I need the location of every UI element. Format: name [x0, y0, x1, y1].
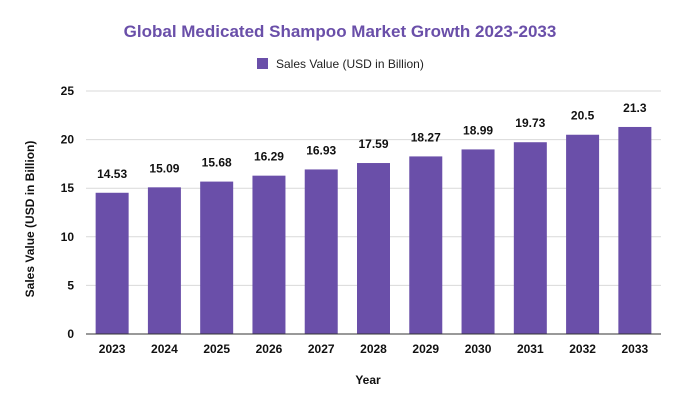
y-tick-label: 5 — [67, 278, 74, 292]
x-tick-label-2033: 2033 — [622, 342, 649, 356]
data-label-2023: 14.53 — [97, 167, 127, 181]
data-label-2032: 20.5 — [571, 109, 595, 123]
x-tick-label-2031: 2031 — [517, 342, 544, 356]
x-tick-label-2023: 2023 — [99, 342, 126, 356]
bar-2028 — [357, 163, 390, 334]
bar-2033 — [618, 126, 652, 335]
bar-2027 — [304, 169, 338, 334]
y-axis-label: Sales Value (USD in Billion) — [23, 141, 37, 298]
data-label-2027: 16.93 — [306, 143, 336, 157]
bar-2026 — [252, 175, 286, 334]
y-tick-label: 25 — [61, 84, 75, 98]
y-tick-label: 15 — [61, 181, 75, 195]
data-label-2029: 18.27 — [411, 130, 441, 144]
x-axis-ticks: 2023 2024 2025 2026 2027 2028 2029 2030 2031 2032… — [99, 342, 649, 356]
bar-2024 — [147, 187, 181, 334]
x-tick-label-2024: 2024 — [151, 342, 178, 356]
legend: Sales Value (USD in Billion) — [257, 57, 424, 71]
x-axis-label: Year — [355, 373, 381, 387]
y-axis-ticks: 0 5 10 15 20 25 — [61, 84, 75, 341]
bar-2029 — [409, 156, 443, 334]
data-label-2026: 16.29 — [254, 150, 284, 164]
data-label-2025: 15.68 — [202, 156, 232, 170]
data-label-2033: 21.3 — [623, 101, 647, 115]
bar-2023 — [95, 192, 129, 334]
bars — [95, 126, 652, 335]
bar-2031 — [513, 142, 547, 334]
x-tick-label-2029: 2029 — [412, 342, 439, 356]
x-tick-label-2026: 2026 — [256, 342, 283, 356]
data-label-2024: 15.09 — [149, 161, 179, 175]
legend-swatch — [257, 58, 268, 69]
data-label-2030: 18.99 — [463, 123, 493, 137]
x-tick-label-2030: 2030 — [465, 342, 492, 356]
data-label-2028: 17.59 — [358, 137, 388, 151]
x-tick-label-2025: 2025 — [203, 342, 230, 356]
data-label-2031: 19.73 — [515, 116, 545, 130]
bar-2032 — [566, 134, 600, 334]
legend-label: Sales Value (USD in Billion) — [276, 57, 424, 71]
x-tick-label-2027: 2027 — [308, 342, 335, 356]
y-tick-label: 20 — [61, 133, 75, 147]
y-tick-label: 0 — [67, 327, 74, 341]
y-tick-label: 10 — [61, 230, 75, 244]
x-tick-label-2028: 2028 — [360, 342, 387, 356]
bar-2025 — [200, 181, 234, 334]
chart-title: Global Medicated Shampoo Market Growth 2… — [124, 22, 557, 41]
x-tick-label-2032: 2032 — [569, 342, 596, 356]
bar-2030 — [461, 149, 495, 334]
data-labels: 14.53 15.09 15.68 16.29 16.93 17.59 18.27 18.99… — [97, 101, 647, 181]
